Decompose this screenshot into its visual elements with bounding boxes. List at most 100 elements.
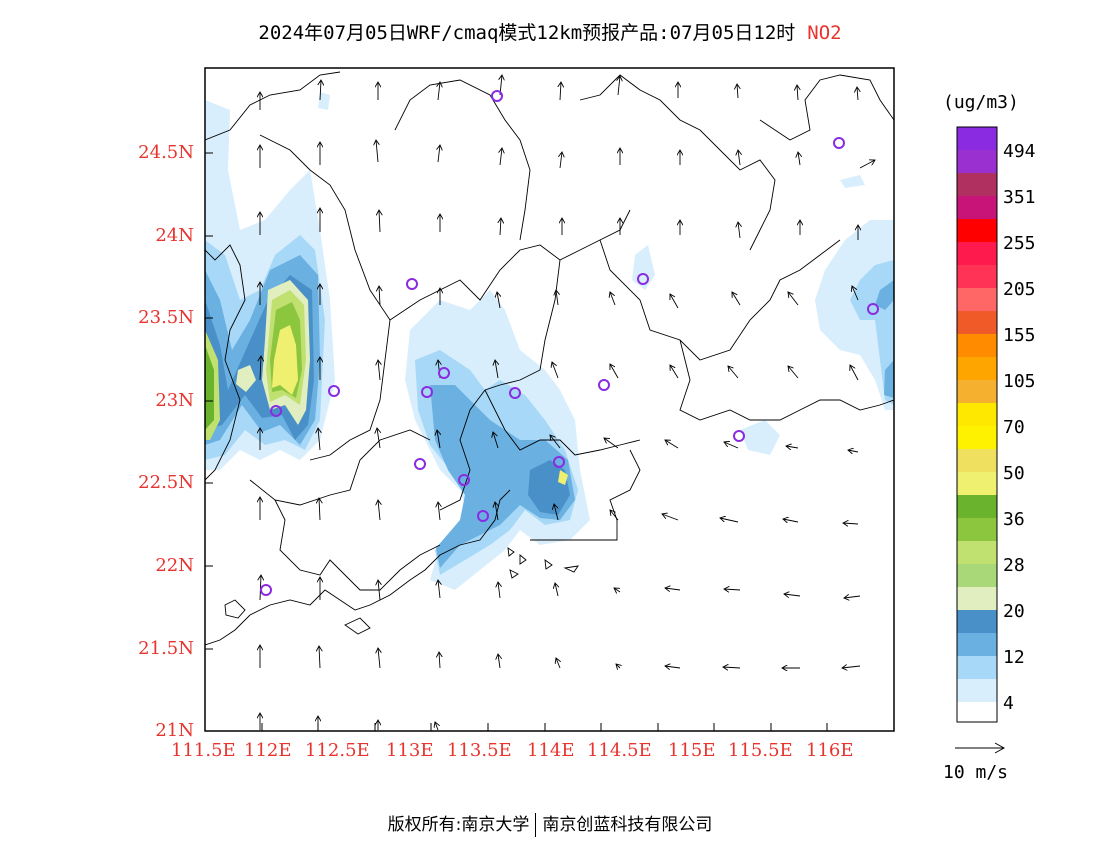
title-text: 2024年07月05日WRF/cmaq模式12km预报产品:07月05日12时 <box>258 22 796 44</box>
lat-label: 24N <box>155 225 194 246</box>
lon-label: 114E <box>527 740 575 761</box>
boundary-line <box>205 71 341 141</box>
station-marker <box>438 367 450 379</box>
boundary-line <box>394 79 531 241</box>
lat-label: 23.5N <box>138 307 194 328</box>
lon-label: 115.5E <box>728 740 793 761</box>
boundary-line <box>249 429 431 506</box>
island-outline <box>224 599 246 619</box>
station-marker <box>637 273 649 285</box>
conc-region-prd-3 <box>430 385 575 568</box>
island-outline <box>507 547 579 579</box>
monitoring-stations <box>260 90 879 596</box>
colorbar-label: 351 <box>1003 187 1036 208</box>
colorbar-label: 255 <box>1003 233 1036 254</box>
conc-patch-se <box>740 420 780 455</box>
colorbar-segment <box>957 311 997 334</box>
colorbar <box>956 126 998 723</box>
station-marker <box>260 584 272 596</box>
lon-label: 115E <box>668 740 716 761</box>
colorbar-segment <box>957 173 997 196</box>
map-frame <box>204 67 895 732</box>
colorbar-label: 36 <box>1003 509 1025 530</box>
boundary-line <box>579 74 776 251</box>
station-marker <box>733 430 745 442</box>
colorbar-segment <box>957 564 997 587</box>
boundary-line <box>389 209 631 321</box>
conc-patch-ne <box>840 175 865 188</box>
lon-label: 113.5E <box>447 740 512 761</box>
colorbar-segment <box>957 518 997 541</box>
boundary-line <box>599 239 841 361</box>
coastline <box>205 489 511 646</box>
colorbar-label: 105 <box>1003 371 1036 392</box>
axis-ticks <box>205 152 828 731</box>
colorbar-segment <box>957 265 997 288</box>
lon-label: 116E <box>806 740 854 761</box>
boundary-line <box>205 244 246 481</box>
lon-label: 113E <box>386 740 434 761</box>
colorbar-label: 12 <box>1003 647 1025 668</box>
copyright-footer: 版权所有:南京大学 南京创蓝科技有限公司 <box>0 810 1100 837</box>
colorbar-segment <box>957 242 997 265</box>
colorbar-segment <box>957 127 997 150</box>
colorbar-segment <box>957 702 997 722</box>
colorbar-segment <box>957 426 997 449</box>
station-marker <box>491 90 503 102</box>
colorbar-segment <box>957 357 997 380</box>
colorbar-segment <box>957 679 997 702</box>
lon-label: 112.5E <box>305 740 370 761</box>
boundary-line <box>274 499 441 591</box>
wind-vectors <box>260 75 875 731</box>
colorbar-segment <box>957 288 997 311</box>
colorbar-label: 494 <box>1003 141 1036 162</box>
boundary-line <box>439 259 561 511</box>
colorbar-label: 50 <box>1003 463 1025 484</box>
colorbar-label: 155 <box>1003 325 1036 346</box>
colorbar-segment <box>957 219 997 242</box>
station-marker <box>414 458 426 470</box>
colorbar-label: 70 <box>1003 417 1025 438</box>
colorbar-segment <box>957 380 997 403</box>
lon-label: 111.5E <box>171 740 236 761</box>
conc-region-west-11 <box>205 345 214 430</box>
colorbar-segment <box>957 196 997 219</box>
map-title: 2024年07月05日WRF/cmaq模式12km预报产品:07月05日12时 N… <box>0 18 1100 45</box>
colorbar-label: 20 <box>1003 601 1025 622</box>
conc-patch-north <box>318 92 330 110</box>
lon-label: 114.5E <box>587 740 652 761</box>
colorbar-segment <box>957 472 997 495</box>
lat-label: 22N <box>155 555 194 576</box>
no2-concentration-field <box>205 92 894 590</box>
station-marker <box>328 385 340 397</box>
copyright-text: 版权所有:南京大学 <box>387 815 530 835</box>
colorbar-units: (ug/m3) <box>943 92 1019 113</box>
boundary-line <box>530 449 641 541</box>
boundary-line <box>759 74 894 141</box>
boundary-line <box>484 389 641 456</box>
lat-label: 23N <box>155 390 194 411</box>
colorbar-label: 28 <box>1003 555 1025 576</box>
colorbar-label: 4 <box>1003 693 1014 714</box>
station-marker <box>477 510 489 522</box>
station-marker <box>509 387 521 399</box>
wind-legend-arrow <box>955 742 1006 754</box>
company-name: 南京创蓝科技有限公司 <box>542 815 713 835</box>
colorbar-segment <box>957 587 997 610</box>
boundary-line <box>679 339 894 421</box>
lat-label: 22.5N <box>138 472 194 493</box>
station-marker <box>598 379 610 391</box>
lat-label: 21N <box>155 720 194 741</box>
pollutant-label: NO2 <box>807 22 842 44</box>
colorbar-segment <box>957 633 997 656</box>
admin-boundaries <box>205 71 894 646</box>
colorbar-segment <box>957 449 997 472</box>
station-marker <box>421 386 433 398</box>
conc-region-west-10 <box>236 365 256 392</box>
station-marker <box>833 137 845 149</box>
conc-region-prd-5 <box>558 470 568 485</box>
lon-label: 112E <box>244 740 292 761</box>
station-marker <box>406 278 418 290</box>
footer-divider <box>535 813 537 837</box>
